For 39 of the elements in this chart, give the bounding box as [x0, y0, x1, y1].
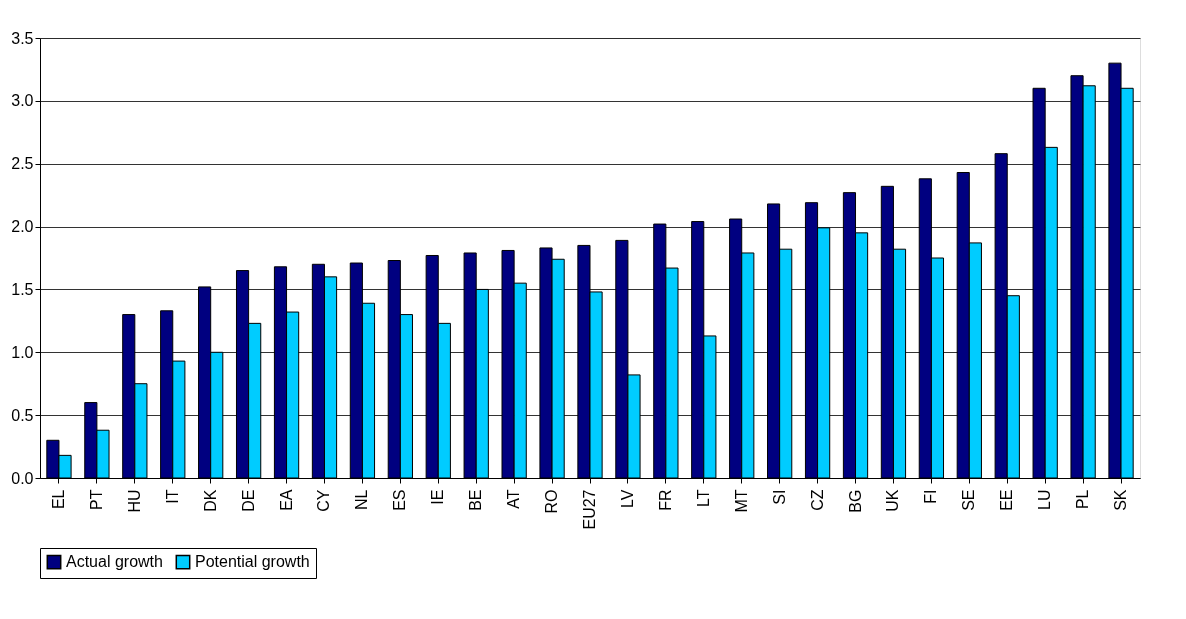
- x-tick-label: FR: [656, 489, 674, 511]
- x-tick-label: LV: [618, 489, 636, 508]
- legend-label: Actual growth: [66, 553, 163, 571]
- x-tick-label: ES: [391, 489, 409, 511]
- x-tick-label: IE: [429, 489, 447, 505]
- x-tick-label: PT: [87, 489, 105, 510]
- y-tick-label: 2.5: [11, 155, 34, 173]
- x-tick-label: EE: [998, 489, 1016, 511]
- y-tick-label: 2.0: [11, 218, 34, 236]
- x-tick-label: EU27: [581, 489, 598, 530]
- x-tick-label: FI: [922, 489, 940, 504]
- y-tick-label: 0.0: [11, 469, 34, 487]
- x-tick-label: HU: [125, 489, 143, 513]
- x-tick-label: CZ: [808, 489, 826, 511]
- x-tick-label: UK: [884, 489, 902, 512]
- x-tick-label: SK: [1112, 489, 1130, 511]
- x-tick-label: RO: [543, 489, 561, 514]
- x-tick-label: IT: [163, 489, 181, 504]
- x-tick-label: BE: [467, 489, 485, 511]
- x-tick-label: LT: [694, 489, 712, 507]
- x-tick-label: DK: [201, 489, 219, 512]
- x-tick-label: BG: [846, 489, 864, 513]
- x-tick-label: EA: [277, 489, 295, 511]
- x-tick-label: NL: [353, 489, 371, 510]
- x-tick-label: DE: [239, 489, 257, 512]
- legend-label: Potential growth: [195, 553, 310, 571]
- y-tick-label: 1.5: [11, 280, 34, 298]
- y-tick-label: 3.5: [11, 29, 34, 47]
- y-tick-label: 0.5: [11, 406, 34, 424]
- x-tick-label: EL: [49, 489, 67, 510]
- x-tick-label: PL: [1074, 489, 1092, 510]
- x-tick-label: CY: [315, 489, 333, 512]
- x-tick-label: MT: [732, 489, 750, 513]
- x-tick-label: SI: [770, 489, 788, 505]
- x-tick-label: SE: [960, 489, 978, 511]
- y-tick-label: 3.0: [11, 92, 34, 110]
- x-tick-label: AT: [505, 489, 523, 509]
- x-tick-label: LU: [1036, 489, 1054, 510]
- y-tick-label: 1.0: [11, 343, 34, 361]
